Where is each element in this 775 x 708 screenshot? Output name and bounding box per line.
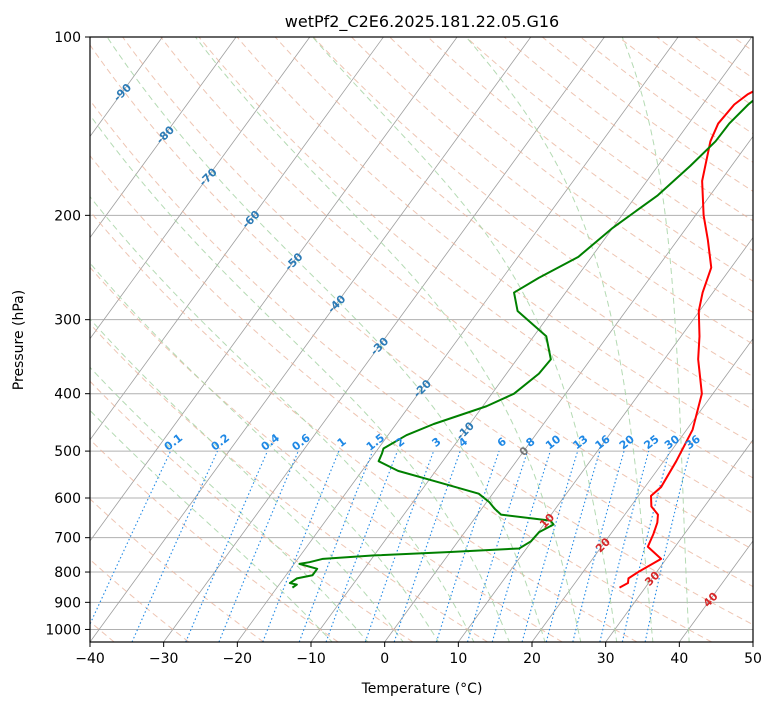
dry-adiabat xyxy=(90,154,712,642)
grid-layer xyxy=(90,37,753,642)
mixing-ratio-line xyxy=(521,450,579,642)
dry-adiabat xyxy=(90,380,414,642)
line-label-layer: 0.10.20.40.611.52346810131620253036-100-… xyxy=(90,37,721,610)
x-tick-label: −20 xyxy=(223,651,253,667)
y-tick-label: 700 xyxy=(54,531,81,547)
isotherm-gridline xyxy=(90,37,311,340)
y-tick-label: 900 xyxy=(54,595,81,611)
dry-adiabat xyxy=(90,99,753,626)
dry-adiabat xyxy=(90,44,753,588)
x-tick-label: −10 xyxy=(296,651,326,667)
x-tick-label: 50 xyxy=(744,651,762,667)
mixing-ratio-line xyxy=(364,450,435,642)
dry-adiabat xyxy=(274,37,753,411)
x-tick-label: 40 xyxy=(670,651,688,667)
axis-layer: −40 −30 −20 −10 0 10 20 30 40 50 100 200 300 400 500 60… xyxy=(45,30,762,667)
mixing-ratio-line xyxy=(131,450,218,642)
moist-adiabat xyxy=(90,114,510,642)
mixing-ratio-line xyxy=(572,450,625,642)
dewpoint-profile-line xyxy=(288,99,753,589)
dry-adiabat xyxy=(90,498,264,642)
dry-adiabat xyxy=(90,323,488,642)
chart-title: wetPf2_C2E6.2025.181.22.05.G16 xyxy=(285,12,559,32)
moist-adiabat xyxy=(312,37,618,642)
isotherm-gridline xyxy=(384,135,753,642)
dry-adiabat xyxy=(465,37,753,252)
isotherm-gridline xyxy=(90,37,458,542)
x-tick-label: 20 xyxy=(523,651,541,667)
dry-adiabat xyxy=(236,37,753,444)
y-axis-label: Pressure (hPa) xyxy=(11,290,27,390)
y-tick-label: 300 xyxy=(54,313,81,329)
mixing-ratio-line xyxy=(545,450,601,642)
dry-adiabat xyxy=(427,37,753,282)
x-tick-label: 30 xyxy=(597,651,615,667)
isotherm-gridline xyxy=(237,37,679,642)
moist-adiabat xyxy=(90,262,440,642)
temperature-profile-line xyxy=(619,90,753,589)
mixing-ratio-line xyxy=(621,450,670,642)
y-tick-label: 200 xyxy=(54,208,81,224)
dry-adiabat xyxy=(198,37,753,479)
x-tick-label: −30 xyxy=(149,651,179,667)
mixing-ratio-line xyxy=(435,450,500,642)
moist-adiabat xyxy=(90,318,404,642)
isotherm-gridline xyxy=(605,439,753,642)
x-tick-label: −40 xyxy=(75,651,105,667)
dry-adiabat xyxy=(160,37,753,514)
x-tick-label: 10 xyxy=(449,651,467,667)
x-axis-label: Temperature (°C) xyxy=(361,681,483,697)
moist-adiabat xyxy=(465,37,654,642)
y-tick-label: 1000 xyxy=(45,622,81,638)
moist-adiabat xyxy=(621,37,690,642)
mixing-ratio-line xyxy=(599,450,650,642)
mixing-ratio-line xyxy=(491,450,551,642)
mixing-ratio-line xyxy=(393,450,461,642)
y-tick-label: 100 xyxy=(54,30,81,46)
y-tick-label: 500 xyxy=(54,444,81,460)
y-tick-label: 600 xyxy=(54,491,81,507)
plot-frame xyxy=(89,36,754,643)
dry-adiabat xyxy=(90,210,638,642)
y-tick-label: 800 xyxy=(54,565,81,581)
y-tick-label: 400 xyxy=(54,387,81,403)
dry-adiabat xyxy=(503,37,753,222)
isotherm-gridline xyxy=(531,337,753,642)
mixing-ratio-line xyxy=(644,450,691,642)
isotherm-gridline xyxy=(90,37,384,441)
mixing-ratio-line xyxy=(466,450,529,642)
dry-adiabat xyxy=(122,37,753,551)
mixing-ratio-line xyxy=(185,450,268,642)
dry-adiabat xyxy=(389,37,753,314)
isotherm-gridline xyxy=(90,37,532,642)
isotherm-gridline xyxy=(90,37,237,239)
moist-adiabat xyxy=(90,195,475,642)
series-layer xyxy=(288,90,753,589)
moist-adiabat xyxy=(106,37,546,642)
moist-adiabat xyxy=(90,366,369,642)
x-tick-label: 0 xyxy=(380,651,389,667)
mixing-ratio-line xyxy=(90,450,172,626)
isotherm-gridline xyxy=(163,37,605,642)
mixing-ratio-line xyxy=(218,450,299,642)
